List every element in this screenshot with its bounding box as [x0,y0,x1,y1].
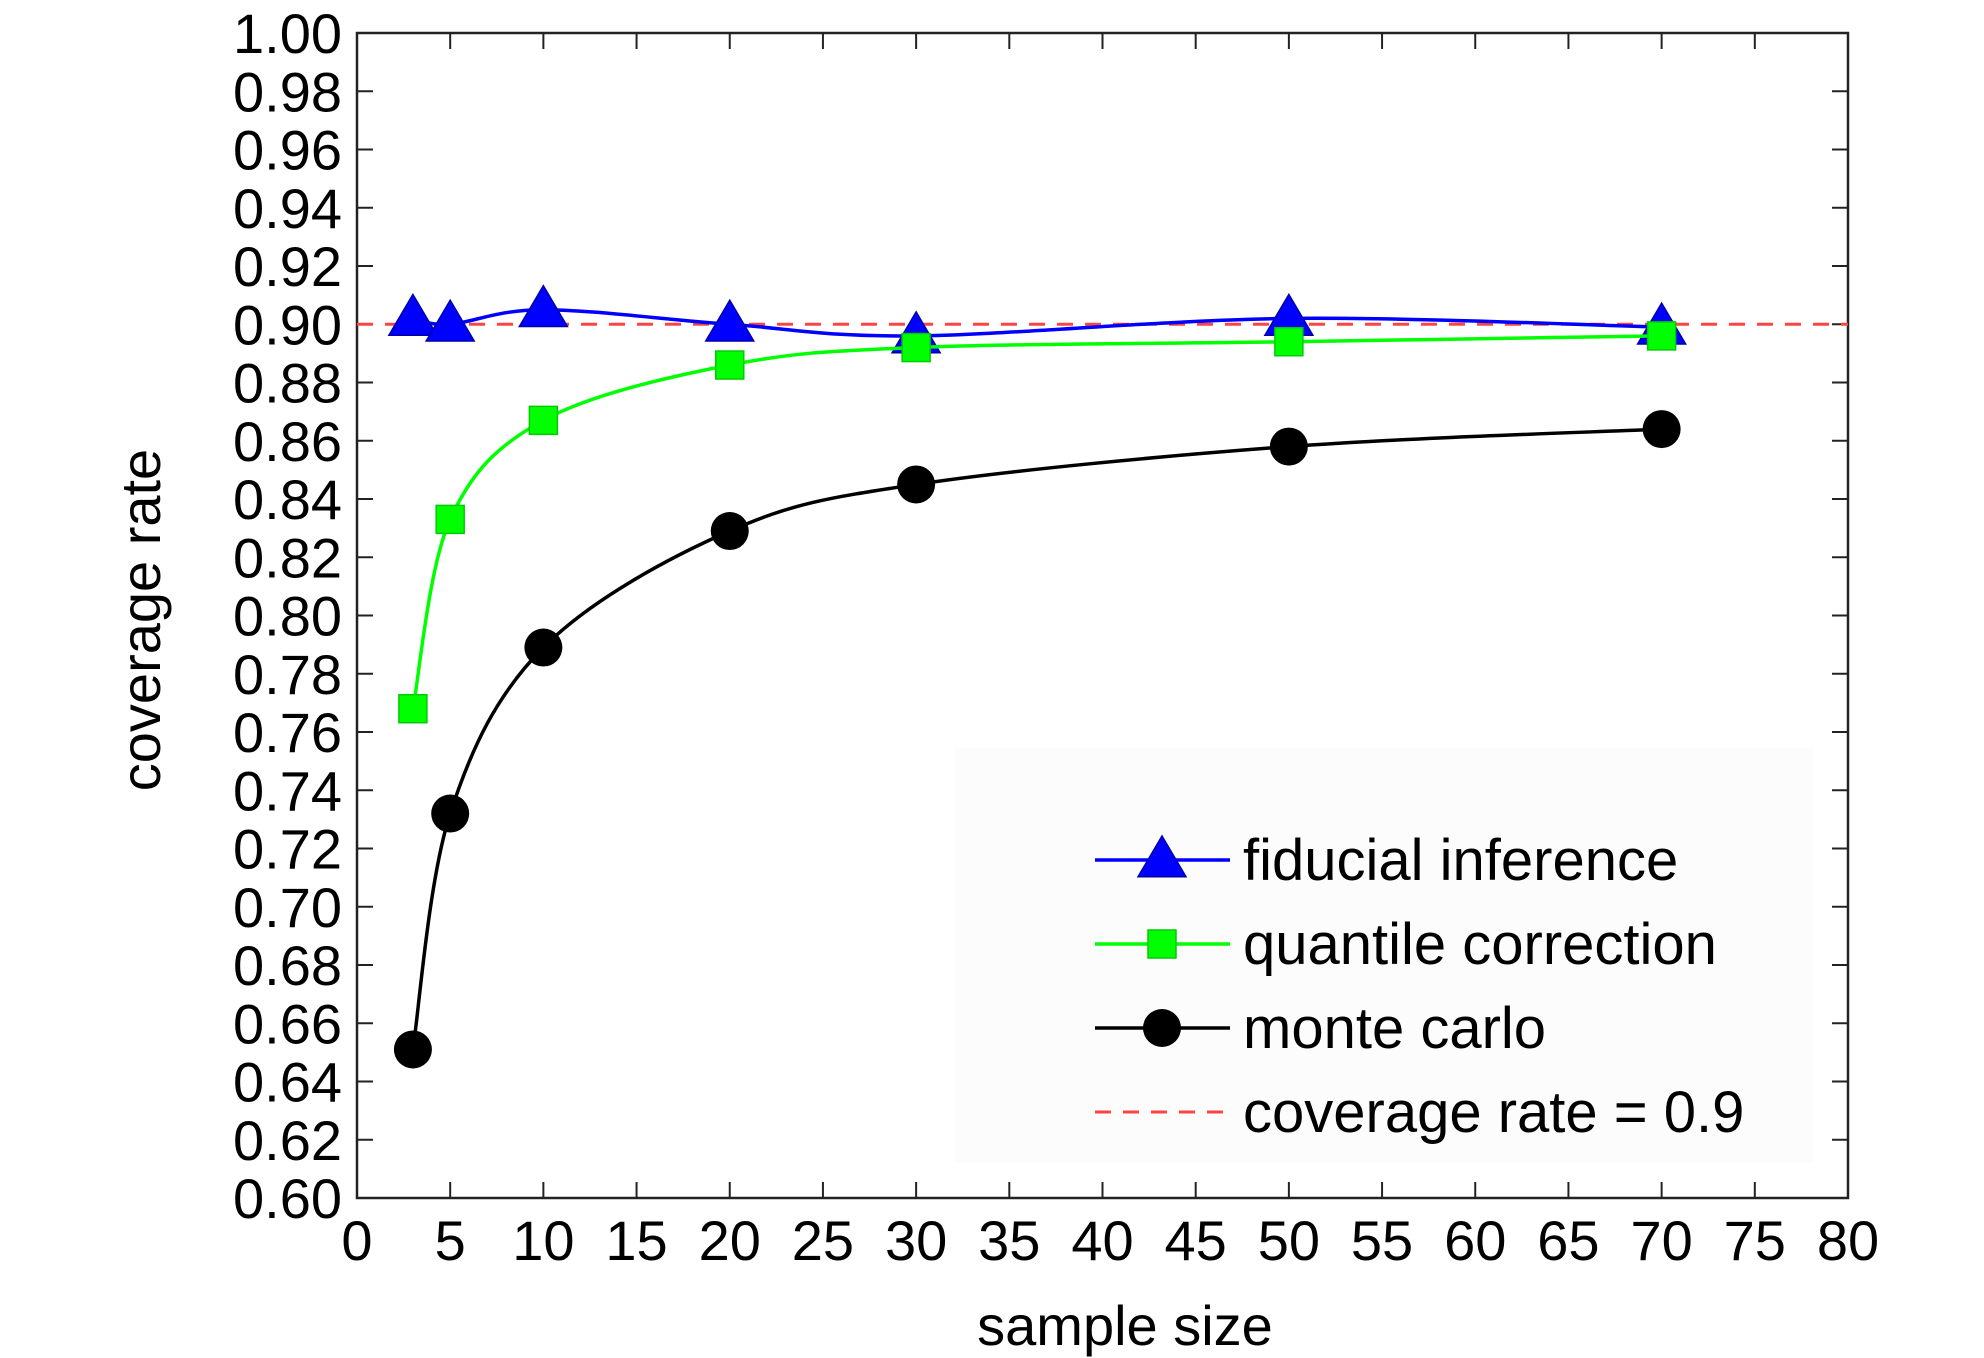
y-tick-label: 0.80 [233,585,342,648]
legend-label-quantile-correction: quantile correction [1243,912,1717,977]
y-tick-label: 0.94 [233,177,342,240]
y-tick-label: 0.60 [233,1167,342,1230]
x-tick-label: 55 [1351,1209,1413,1272]
y-tick-label: 0.88 [233,352,342,415]
fiducial-inference-point [704,298,756,342]
y-tick-label: 0.72 [233,818,342,881]
x-tick-label: 5 [435,1209,466,1272]
x-tick-label: 10 [512,1209,574,1272]
y-tick-label: 0.70 [233,876,342,939]
quantile-correction-point [528,405,559,436]
legend-background [955,748,1813,1163]
monte-carlo-point [710,512,749,551]
legend-marker-monte-carlo [1143,1009,1181,1047]
fiducial-inference-series-line [412,307,1662,338]
x-tick-label: 70 [1630,1209,1692,1272]
x-tick-label: 25 [792,1209,854,1272]
x-tick-label: 60 [1444,1209,1506,1272]
y-tick-label: 0.82 [233,526,342,589]
quantile-correction-series-line [411,334,1662,710]
monte-carlo-point [897,465,936,504]
legend-marker-fiducial-inference [1136,834,1188,878]
quantile-correction-point [398,693,428,724]
y-tick-label: 0.66 [233,992,342,1055]
legend-label-monte-carlo: monte carlo [1243,996,1546,1061]
legend-marker-quantile-correction [1147,929,1177,959]
legend-label-fiducial-inference: fiducial inference [1243,828,1678,893]
y-tick-label: 0.96 [233,119,342,182]
x-tick-label: 65 [1537,1209,1599,1272]
x-tick-label: 80 [1817,1209,1879,1272]
y-tick-label: 0.84 [233,468,342,531]
y-tick-label: 0.90 [233,293,342,356]
quantile-correction-point [715,350,745,380]
quantile-correction-point [435,504,465,535]
y-tick-label: 0.98 [233,60,342,123]
x-tick-label: 45 [1165,1209,1227,1272]
monte-carlo-point [1642,410,1681,449]
y-tick-label: 0.78 [233,643,342,706]
y-tick-label: 0.92 [233,235,342,298]
y-tick-label: 0.76 [233,701,342,764]
x-tick-label: 40 [1071,1209,1133,1272]
x-tick-label: 20 [699,1209,761,1272]
x-tick-label: 75 [1724,1209,1786,1272]
quantile-correction-point [901,332,931,363]
x-tick-label: 0 [341,1209,372,1272]
monte-carlo-point [524,628,563,667]
x-tick-label: 30 [885,1209,947,1272]
monte-carlo-point [431,794,470,833]
x-axis-title: sample size [977,1294,1273,1357]
fiducial-inference-point [518,284,569,328]
fiducial-inference-point [424,298,476,342]
y-tick-label: 0.64 [233,1051,342,1114]
fiducial-inference-point [387,292,439,336]
y-tick-label: 1.00 [233,2,342,65]
x-tick-label: 15 [605,1209,667,1272]
x-tick-label: 50 [1258,1209,1320,1272]
x-tick-label: 35 [978,1209,1040,1272]
legend-label-coverage-rate-0-9: coverage rate = 0.9 [1243,1080,1744,1145]
y-tick-label: 0.86 [233,410,342,473]
quantile-correction-point [1274,326,1304,357]
quantile-correction-point [1646,321,1677,351]
y-tick-label: 0.62 [233,1109,342,1172]
monte-carlo-point [1269,427,1308,466]
y-tick-label: 0.74 [233,759,342,822]
y-axis-title: coverage rate [109,449,172,791]
monte-carlo-point [393,1030,432,1069]
y-tick-label: 0.68 [233,934,342,997]
